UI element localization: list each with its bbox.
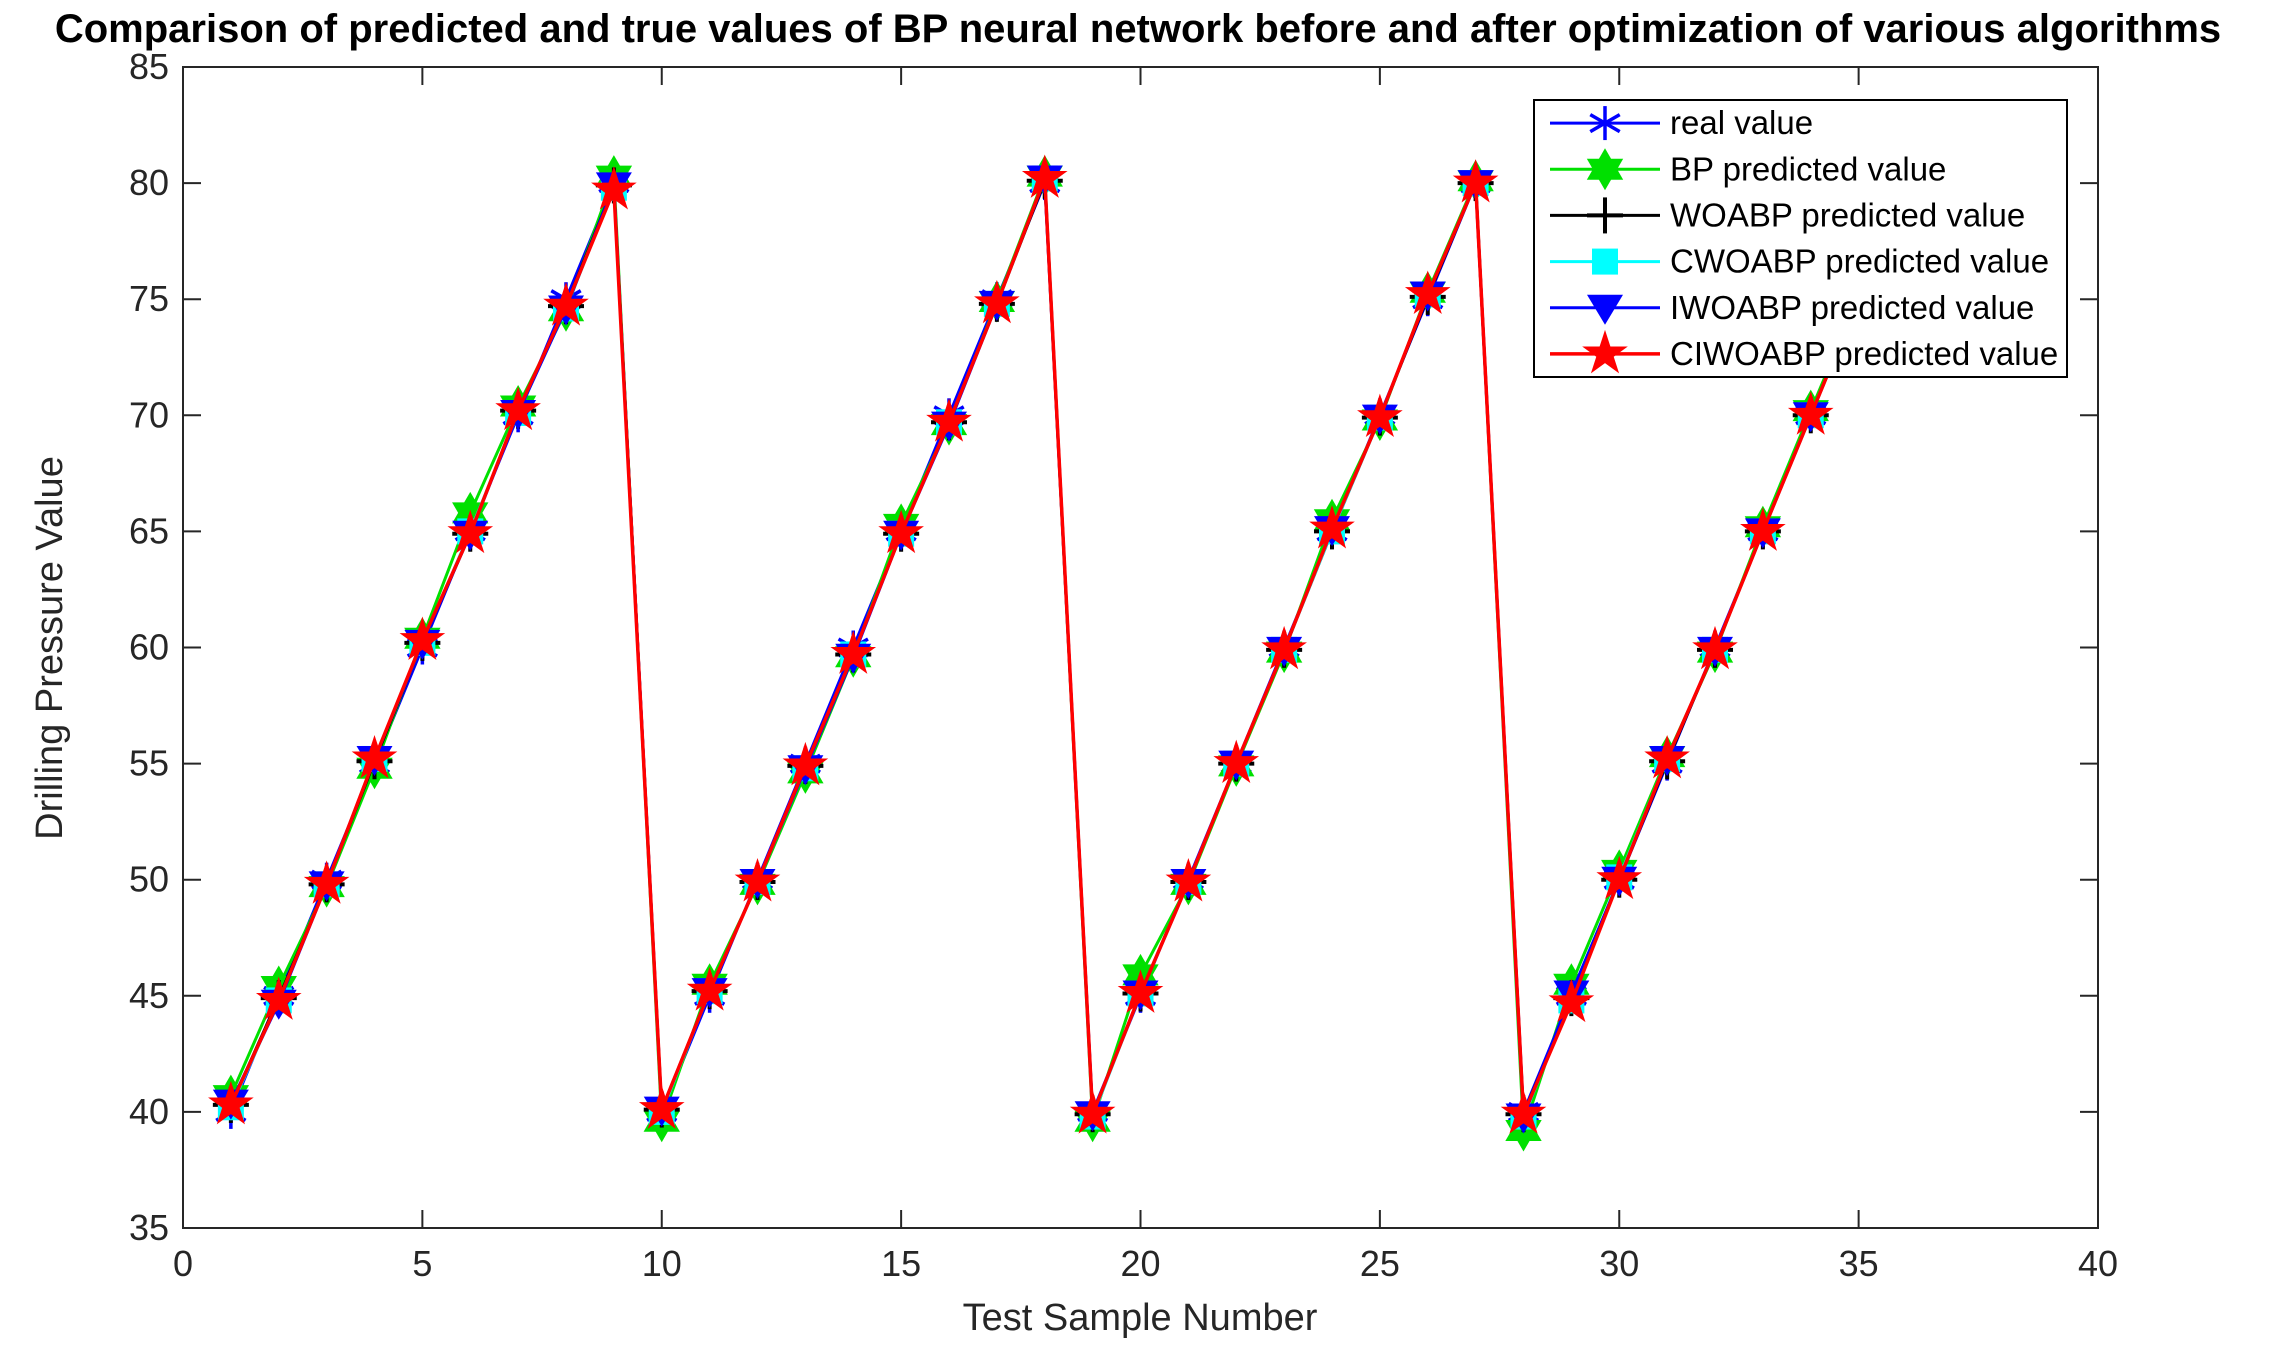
legend-label: BP predicted value — [1670, 150, 1946, 187]
series-line — [229, 177, 1909, 1115]
legend-item: CWOABP predicted value — [1550, 243, 2049, 280]
x-axis-label: Test Sample Number — [963, 1297, 1318, 1339]
legend-item: BP predicted value — [1550, 148, 1946, 191]
chart-title: Comparison of predicted and true values … — [55, 7, 2221, 51]
data-point-marker-pentagram — [1165, 858, 1212, 902]
x-tick-label: 25 — [1360, 1243, 1400, 1284]
data-point-marker-pentagram — [878, 509, 924, 554]
data-point-marker-pentagram — [782, 741, 829, 786]
data-point-marker-pentagram — [1692, 625, 1738, 670]
legend-item: IWOABP predicted value — [1550, 289, 2034, 326]
legend-marker-plus-icon — [1587, 197, 1623, 234]
legend-border — [1533, 99, 2068, 378]
data-point-marker-pentagram — [734, 858, 781, 902]
legend: real value BP predicted value WOABP predic… — [1533, 99, 2068, 378]
legend-label: WOABP predicted value — [1670, 196, 2025, 233]
y-axis-label: Drilling Pressure Value — [29, 456, 71, 840]
legend-label: real value — [1670, 104, 1813, 141]
y-tick-label: 80 — [129, 162, 169, 203]
data-point-marker-pentagram — [399, 616, 446, 660]
y-tick-label: 50 — [129, 859, 169, 900]
y-tick-label: 45 — [129, 975, 169, 1016]
data-point-marker-pentagram — [1117, 969, 1164, 1013]
data-point-marker-pentagram — [1309, 505, 1355, 549]
legend-label: IWOABP predicted value — [1670, 289, 2034, 326]
y-tick-label: 60 — [129, 627, 169, 668]
data-point-marker-pentagram — [1548, 978, 1595, 1023]
data-point-marker-pentagram — [926, 398, 972, 442]
data-point-marker-pentagram — [208, 1080, 254, 1125]
y-tick-label: 75 — [129, 278, 169, 319]
x-tick-label: 30 — [1599, 1243, 1639, 1284]
y-tick-label: 35 — [129, 1207, 169, 1248]
y-tick-label: 40 — [129, 1091, 169, 1132]
legend-marker-triangle-down-icon — [1587, 294, 1623, 325]
data-point-marker-pentagram — [1644, 734, 1690, 779]
data-point-marker-pentagram — [1500, 1090, 1547, 1134]
data-point-marker-pentagram — [351, 734, 398, 779]
data-point-marker-pentagram — [1596, 855, 1643, 900]
legend-item: WOABP predicted value — [1550, 196, 2025, 234]
y-tick-label: 70 — [129, 394, 169, 435]
legend-marker-square-icon — [1592, 248, 1618, 275]
data-point-marker-pentagram — [1069, 1090, 1116, 1134]
legend-item: real value — [1550, 104, 1813, 141]
legend-marker-asterisk-icon — [1589, 106, 1621, 141]
plot-area: 0 5 10 15 20 25 30 35 40 35 40 45 50 55 60 65 70 75 80 85 re… — [129, 46, 2118, 1284]
data-point-marker-pentagram — [1357, 393, 1403, 438]
x-tick-label: 0 — [173, 1243, 193, 1284]
data-point-marker-pentagram — [495, 386, 541, 431]
y-tick-label: 55 — [129, 743, 169, 784]
x-tick-label: 40 — [2078, 1243, 2118, 1284]
data-point-marker-pentagram — [1404, 270, 1451, 314]
data-point-marker-pentagram — [974, 279, 1020, 324]
x-tick-label: 35 — [1839, 1243, 1879, 1284]
data-point-marker-pentagram — [1261, 625, 1307, 670]
y-tick-label: 85 — [129, 46, 169, 87]
legend-item: CIWOABP predicted value — [1550, 329, 2058, 374]
data-point-marker-pentagram — [1452, 159, 1499, 203]
data-point-marker-pentagram — [303, 860, 350, 904]
legend-marker-hexagram-icon — [1586, 148, 1624, 191]
x-tick-label: 10 — [642, 1243, 682, 1284]
data-point-marker-pentagram — [591, 166, 637, 210]
legend-label: CWOABP predicted value — [1670, 243, 2049, 280]
data-point-marker-pentagram — [447, 509, 494, 554]
data-point-marker-pentagram — [1740, 507, 1786, 551]
legend-marker-pentagram-icon — [1582, 329, 1628, 374]
data-point-marker-pentagram — [686, 967, 733, 1011]
data-point-marker-pentagram — [1787, 391, 1834, 435]
x-tick-label: 20 — [1120, 1243, 1160, 1284]
x-tick-label: 15 — [881, 1243, 921, 1284]
data-point-marker-pentagram — [1213, 739, 1260, 784]
x-tick-label: 5 — [412, 1243, 432, 1284]
data-point-marker-pentagram — [638, 1085, 685, 1129]
legend-label: CIWOABP predicted value — [1670, 335, 2058, 372]
y-tick-label: 65 — [129, 510, 169, 551]
data-point-marker-pentagram — [1021, 154, 1068, 198]
data-point-marker-pentagram — [830, 630, 877, 674]
series-CIWOABP-predicted-value — [208, 154, 1930, 1134]
data-point-marker-pentagram — [255, 976, 302, 1020]
data-point-marker-pentagram — [543, 282, 589, 326]
